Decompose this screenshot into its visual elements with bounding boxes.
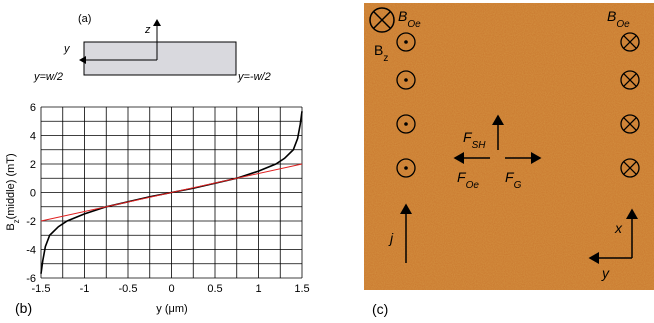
x-tick-label: -1.5: [32, 283, 51, 295]
boe-in-symbol: [620, 32, 640, 52]
boe-out-symbol: [396, 114, 416, 134]
label-sub: Oe: [616, 19, 630, 30]
boe-in-symbol: [623, 73, 637, 87]
boe-in-symbol: [620, 158, 640, 178]
x-axis-label: y (μm): [156, 303, 187, 315]
boe-out-symbol: [404, 122, 408, 126]
y-tick-label: 6: [30, 102, 36, 114]
y-tick-label: -2: [26, 216, 36, 228]
axis-label: y: [601, 265, 610, 281]
boe-out-symbol: [404, 40, 408, 44]
boe-label: BOe: [607, 8, 630, 30]
diagram-a: (a) z y y=w/2 y=-w/2: [33, 13, 271, 83]
y-tick-label: 4: [30, 131, 36, 143]
boe-out-symbol: [404, 166, 408, 170]
boe-label: BOe: [398, 8, 421, 30]
y-axis-label: Bz(middle) (mT): [5, 153, 21, 230]
boe-out-symbol: [396, 32, 416, 52]
curve: [40, 163, 303, 222]
y-tick-label: 0: [30, 188, 36, 200]
boe-out-symbol: [396, 70, 416, 90]
x-tick-label: -0.5: [119, 283, 138, 295]
panel-c: (c) Bz BOe BOe FSH FOe FG j x y: [364, 3, 654, 317]
panel-label: (a): [78, 13, 91, 25]
label-sub: Oe: [407, 19, 421, 30]
bz-label: Bz: [374, 42, 388, 64]
boe-out-symbol: [404, 78, 408, 82]
label-sub: z: [383, 53, 388, 64]
label-main: B: [607, 8, 616, 24]
boe-out-symbol: [396, 158, 416, 178]
y-label: y: [63, 43, 71, 55]
x-tick-label: 1: [255, 283, 261, 295]
x-tick-label: 0.5: [207, 283, 222, 295]
panel-label: (c): [372, 301, 388, 317]
edge-label: y=-w/2: [237, 71, 271, 83]
chart-b: (b) y (μm) Bz(middle) (mT) -1.5 -1 -0.5 0 0.…: [5, 102, 310, 316]
y-tick-label: -6: [26, 273, 36, 285]
label-main: F: [505, 169, 515, 185]
y-label-main: B: [5, 223, 17, 230]
force-label: FOe: [457, 169, 479, 191]
current-label: j: [388, 230, 394, 246]
bz-symbol: [372, 10, 392, 30]
boe-in-symbol: [620, 70, 640, 90]
x-tick-label: 1.5: [294, 283, 309, 295]
label-main: F: [463, 129, 473, 145]
x-tick-label: 0: [168, 283, 174, 295]
y-label-sub: z: [12, 219, 21, 223]
afm-texture: [364, 3, 654, 290]
y-tick-label: 2: [30, 159, 36, 171]
y-label-rest: (middle) (mT): [5, 153, 17, 219]
force-label: FG: [505, 169, 522, 191]
bz-symbol: [369, 7, 395, 33]
boe-in-symbol: [623, 35, 637, 49]
axis-label: x: [614, 220, 623, 236]
strip: [83, 41, 237, 76]
boe-in-symbol: [623, 117, 637, 131]
edge-label: y=w/2: [33, 71, 63, 83]
label-sub: Oe: [466, 180, 480, 191]
label-sub: G: [514, 180, 522, 191]
y-tick-label: -4: [26, 245, 36, 257]
boe-in-symbol: [623, 161, 637, 175]
label-main: B: [398, 8, 407, 24]
label-sub: SH: [472, 140, 487, 151]
label-main: F: [457, 169, 467, 185]
label-main: B: [374, 42, 383, 58]
boe-in-symbol: [620, 114, 640, 134]
z-label: z: [144, 24, 151, 36]
x-tick-label: -1: [80, 283, 90, 295]
panel-label: (b): [15, 300, 32, 316]
force-label: FSH: [463, 129, 486, 151]
